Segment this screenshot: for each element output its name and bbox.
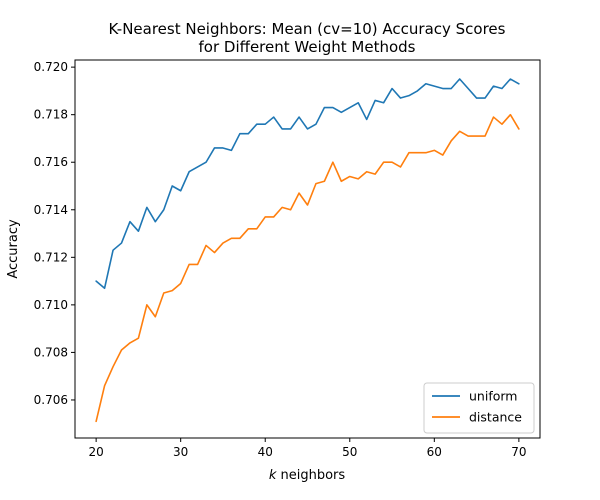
x-tick-label: 70 <box>511 445 526 459</box>
y-tick-label: 0.712 <box>34 250 68 264</box>
chart-title-line1: K-Nearest Neighbors: Mean (cv=10) Accura… <box>109 20 506 38</box>
series-lines <box>95 78 520 423</box>
x-axis-ticks: 20 30 40 50 60 70 <box>88 438 527 459</box>
chart-title-line2: for Different Weight Methods <box>199 38 416 56</box>
y-tick-label: 0.720 <box>34 60 68 74</box>
x-tick-label: 40 <box>258 445 273 459</box>
x-tick-label: 30 <box>173 445 188 459</box>
y-tick-label: 0.716 <box>34 155 68 169</box>
legend-label-distance: distance <box>469 410 522 425</box>
x-axis-label-italic: k <box>269 468 277 483</box>
legend: uniform distance <box>423 382 535 434</box>
x-tick-label: 60 <box>427 445 442 459</box>
plot-area-frame <box>74 59 541 439</box>
y-tick-label: 0.718 <box>34 108 68 122</box>
x-axis-label-rest: neighbors <box>276 468 345 483</box>
x-tick-label: 20 <box>88 445 103 459</box>
y-axis-ticks: 0.706 0.708 0.710 0.712 0.714 0.716 0.718 0.720 <box>34 60 75 407</box>
series-line-distance <box>95 113 520 423</box>
x-axis-label: k neighbors <box>269 468 346 483</box>
y-tick-label: 0.708 <box>34 345 68 359</box>
y-tick-label: 0.706 <box>34 393 68 407</box>
y-tick-label: 0.714 <box>34 203 68 217</box>
y-tick-label: 0.710 <box>34 298 68 312</box>
legend-label-uniform: uniform <box>469 389 517 404</box>
x-tick-label: 50 <box>342 445 357 459</box>
series-line-uniform <box>95 78 520 290</box>
y-axis-label: Accuracy <box>6 219 21 279</box>
